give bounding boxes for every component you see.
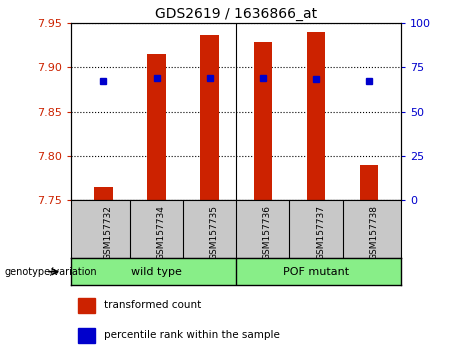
Bar (78, 328, 95, 343)
Text: percentile rank within the sample: percentile rank within the sample (104, 330, 280, 341)
Bar (307, 32, 325, 200)
Text: wild type: wild type (131, 267, 182, 277)
Text: GSM157734: GSM157734 (157, 205, 165, 259)
Text: GSM157736: GSM157736 (263, 205, 272, 260)
Text: GSM157737: GSM157737 (316, 205, 325, 260)
Bar (360, 165, 378, 200)
Text: GSM157738: GSM157738 (369, 205, 378, 260)
Bar (94, 187, 112, 200)
Text: POF mutant: POF mutant (283, 267, 349, 277)
Text: GSM157732: GSM157732 (103, 205, 112, 259)
Bar (254, 42, 272, 200)
Text: GSM157735: GSM157735 (210, 205, 219, 260)
Title: GDS2619 / 1636866_at: GDS2619 / 1636866_at (155, 7, 317, 21)
Text: transformed count: transformed count (104, 300, 201, 310)
Bar (201, 35, 219, 200)
Text: genotype/variation: genotype/variation (5, 267, 97, 277)
Bar (147, 54, 166, 200)
Bar (78, 298, 95, 313)
